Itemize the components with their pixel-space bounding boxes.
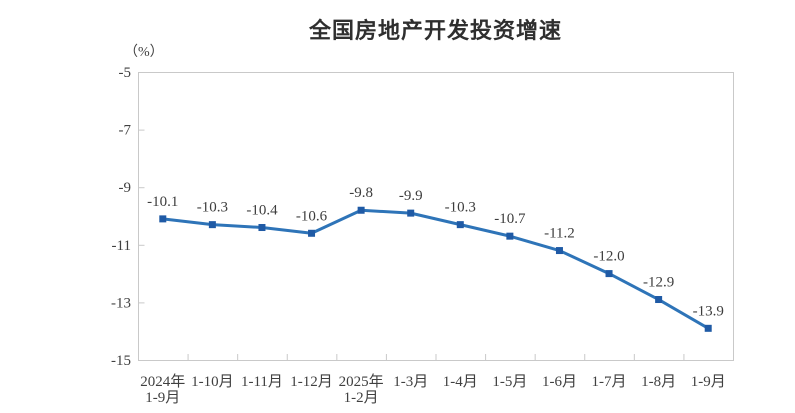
data-point-marker	[555, 247, 563, 255]
data-point-label: -9.8	[349, 185, 373, 201]
data-point-marker	[357, 206, 365, 214]
data-point-marker	[456, 221, 464, 229]
y-axis-tick-label: -15	[111, 353, 131, 369]
data-point-label: -12.0	[593, 249, 624, 265]
y-axis-tick-label: -5	[119, 65, 132, 81]
y-axis-tick-label: -9	[119, 180, 132, 196]
data-point-label: -10.6	[296, 208, 328, 224]
data-point-label: -10.3	[197, 200, 228, 216]
data-point-label: -10.1	[147, 194, 178, 210]
x-axis-category-label: 1-12月	[290, 374, 333, 390]
data-point-marker	[258, 224, 266, 232]
trend-line	[161, 208, 710, 330]
x-axis-category-label: 1-6月	[542, 374, 577, 390]
plot-border	[138, 72, 734, 361]
x-axis-category-label: 2025年	[339, 373, 384, 390]
data-point-label: -12.9	[643, 275, 674, 291]
x-axis-category-label: 1-10月	[191, 374, 234, 390]
y-axis-unit-label: （%）	[124, 45, 164, 60]
data-point-marker	[208, 221, 216, 229]
x-axis-category-label: 1-2月	[344, 390, 379, 406]
x-axis-category-label: 1-5月	[492, 374, 527, 390]
data-point-marker	[605, 270, 613, 278]
x-axis-category-label: 1-3月	[393, 374, 428, 390]
data-point-label: -10.7	[494, 211, 526, 227]
x-axis-category-label: 1-7月	[592, 374, 627, 390]
data-point-marker	[704, 324, 712, 332]
y-axis-tick-label: -13	[111, 295, 131, 311]
data-point-label: -13.9	[693, 303, 724, 319]
data-point-marker	[655, 296, 663, 304]
data-point-marker	[159, 215, 167, 223]
x-axis-category-label: 2024年	[140, 373, 185, 390]
x-axis-category-label: 1-4月	[443, 374, 478, 390]
data-point-marker	[308, 229, 316, 237]
y-axis-tick-label: -7	[119, 123, 132, 139]
data-point-label: -9.9	[399, 188, 423, 204]
data-point-label: -11.2	[544, 226, 575, 242]
data-point-marker	[407, 209, 415, 217]
data-point-marker	[506, 232, 514, 240]
chart-title: 全国房地产开发投资增速	[308, 18, 562, 43]
x-axis-category-label: 1-11月	[241, 374, 283, 390]
x-axis-category-label: 1-9月	[145, 390, 180, 406]
y-axis-tick-label: -11	[112, 238, 131, 254]
x-axis-category-label: 1-9月	[691, 374, 726, 390]
data-point-label: -10.3	[445, 200, 476, 216]
x-axis-category-label: 1-8月	[641, 374, 676, 390]
data-point-label: -10.4	[246, 203, 278, 219]
